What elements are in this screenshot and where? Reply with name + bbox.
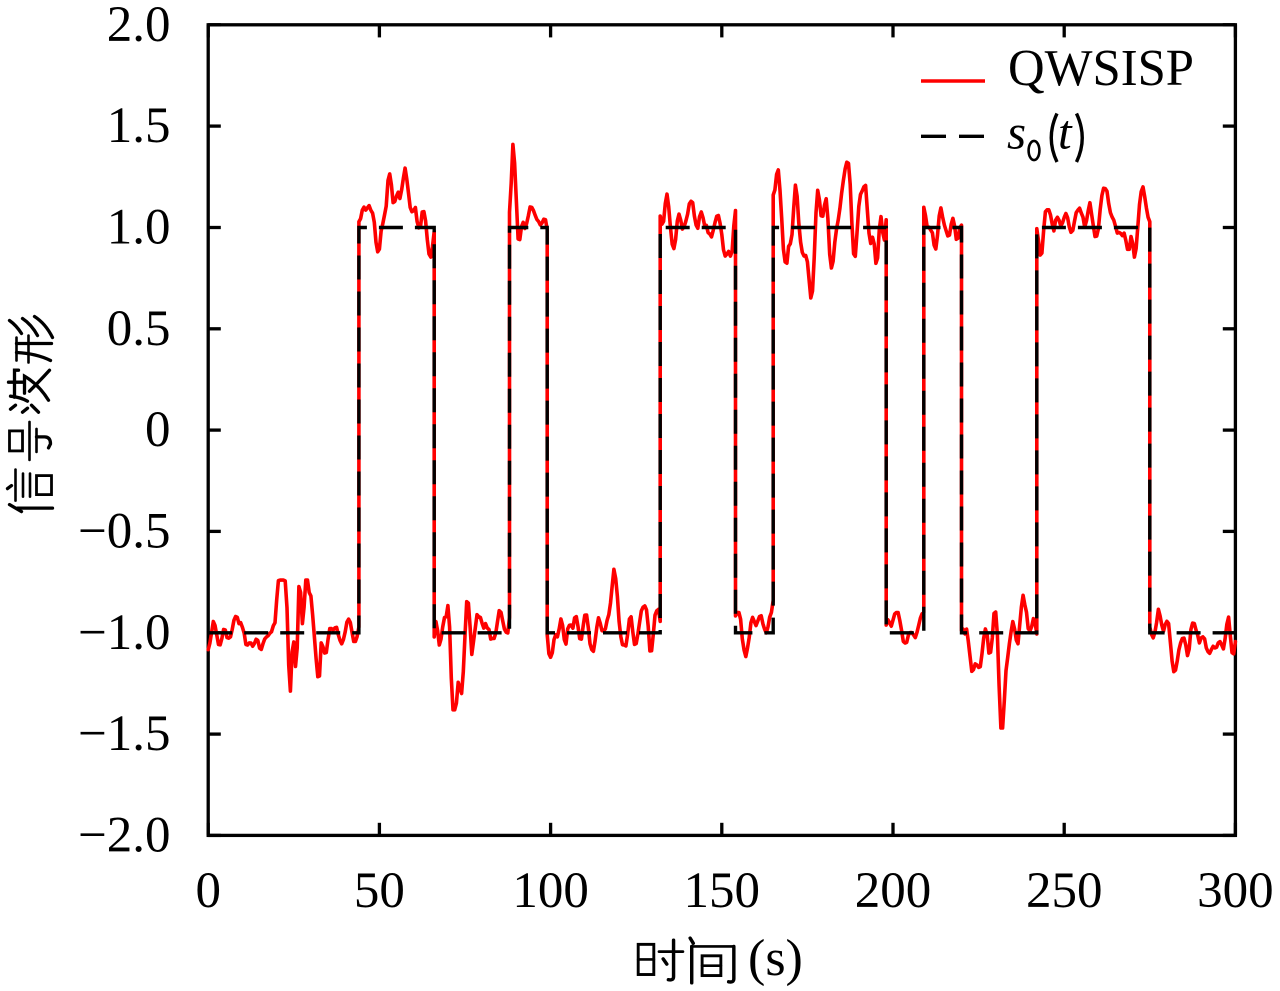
svg-text:−1.5: −1.5 xyxy=(78,706,171,762)
svg-text:300: 300 xyxy=(1197,863,1274,919)
svg-text:100: 100 xyxy=(512,863,589,919)
svg-text:−2.0: −2.0 xyxy=(78,807,171,863)
svg-text:0: 0 xyxy=(195,863,221,919)
svg-text:0: 0 xyxy=(145,402,171,458)
svg-text:50: 50 xyxy=(354,863,405,919)
svg-text:250: 250 xyxy=(1026,863,1103,919)
svg-text:1.5: 1.5 xyxy=(107,98,171,154)
svg-text:−0.5: −0.5 xyxy=(78,503,171,559)
svg-text:(s): (s) xyxy=(748,930,803,987)
svg-text:s: s xyxy=(1007,105,1026,160)
svg-text:t: t xyxy=(1058,105,1073,160)
svg-text:−1.0: −1.0 xyxy=(78,605,171,661)
svg-text:1.0: 1.0 xyxy=(107,200,171,256)
svg-text:2.0: 2.0 xyxy=(107,0,171,53)
svg-text:0.5: 0.5 xyxy=(107,301,171,357)
svg-text:200: 200 xyxy=(855,863,932,919)
svg-text:QWSISP: QWSISP xyxy=(1008,40,1194,97)
svg-text:150: 150 xyxy=(684,863,761,919)
